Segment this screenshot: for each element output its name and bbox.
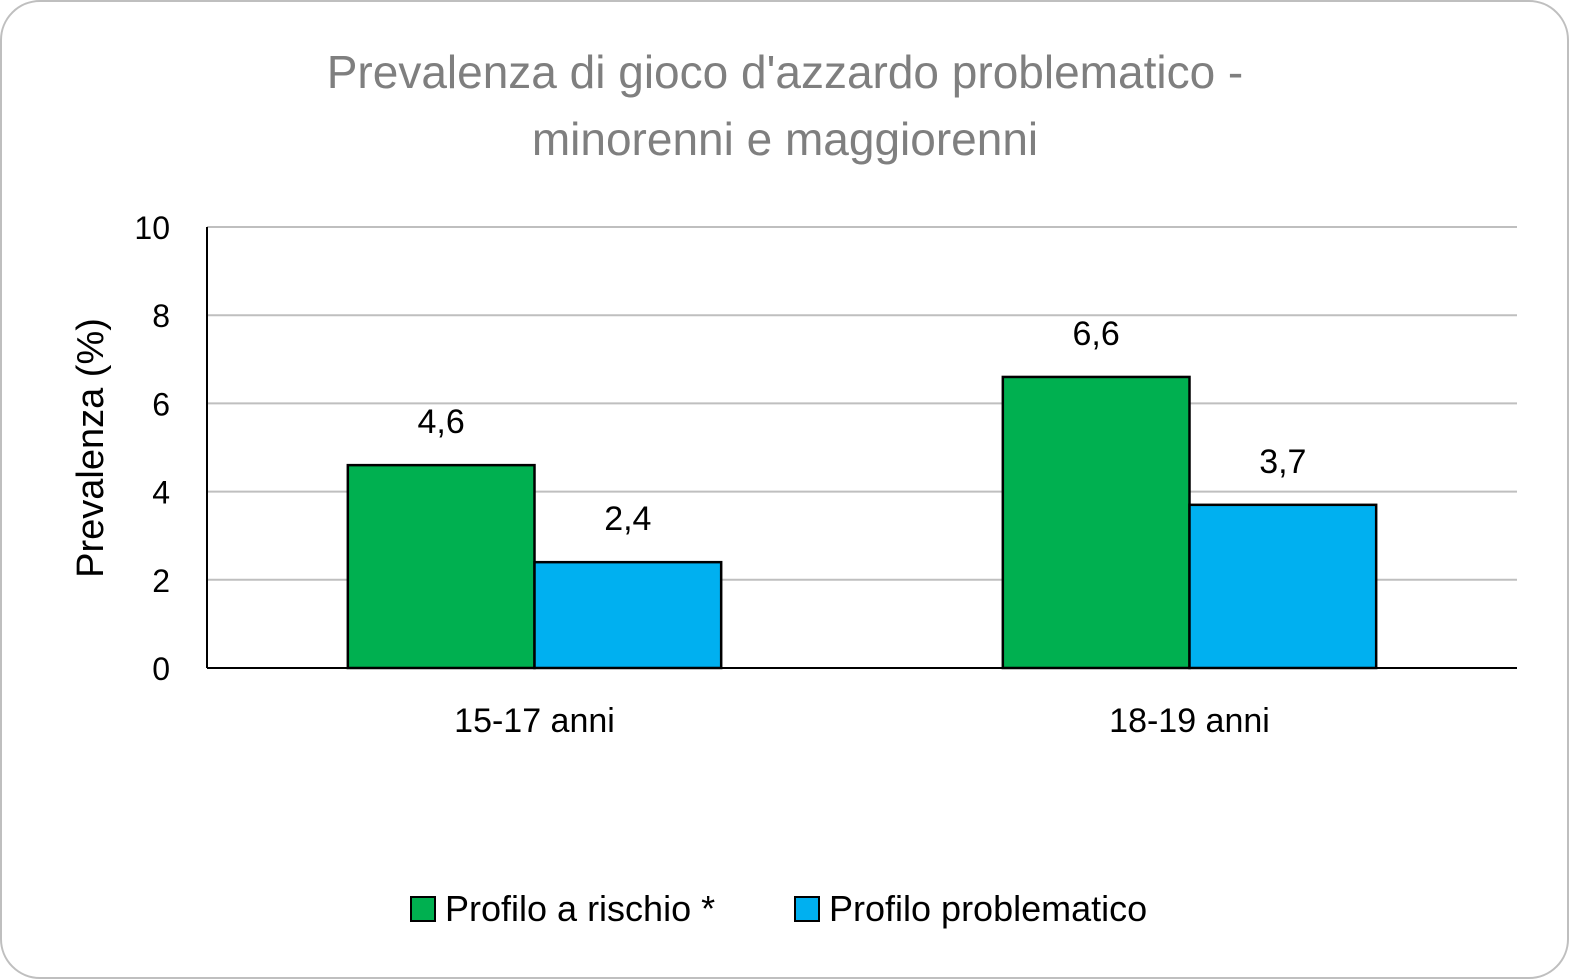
bar-1-1 bbox=[1188, 503, 1378, 670]
y-tick-label-4: 4 bbox=[152, 475, 170, 511]
y-tick-label-0: 0 bbox=[152, 651, 170, 687]
data-label-1-0: 6,6 bbox=[1073, 315, 1120, 353]
x-axis-categories: 15-17 anni 18-19 anni bbox=[454, 702, 1270, 740]
y-tick-label-10: 10 bbox=[134, 210, 170, 246]
data-label-0-0: 4,6 bbox=[418, 403, 465, 441]
legend-swatch-0 bbox=[410, 896, 436, 922]
chart-title-line-2: minorenni e maggiorenni bbox=[532, 113, 1038, 165]
bars bbox=[346, 375, 1378, 670]
bar-1-0 bbox=[1001, 375, 1191, 670]
chart-title-line-1: Prevalenza di gioco d'azzardo problemati… bbox=[327, 46, 1244, 98]
legend-label-1: Profilo problematico bbox=[829, 888, 1147, 929]
legend: Profilo a rischio * Profilo problematico bbox=[410, 888, 1147, 929]
data-labels: 4,6 2,4 6,6 3,7 bbox=[418, 315, 1307, 538]
y-tick-label-2: 2 bbox=[152, 563, 170, 599]
bar-0-1 bbox=[533, 560, 723, 670]
bar-0-0 bbox=[346, 463, 536, 670]
legend-swatch-1 bbox=[794, 896, 820, 922]
x-category-label-1: 18-19 anni bbox=[1109, 702, 1270, 740]
data-label-0-1: 2,4 bbox=[604, 500, 651, 538]
x-category-label-0: 15-17 anni bbox=[454, 702, 615, 740]
y-tick-label-6: 6 bbox=[152, 386, 170, 422]
legend-label-0: Profilo a rischio * bbox=[445, 888, 715, 929]
y-axis-ticks: 0 2 4 6 8 10 bbox=[134, 210, 170, 687]
y-tick-label-8: 8 bbox=[152, 298, 170, 334]
y-axis-label: Prevalenza (%) bbox=[70, 318, 112, 578]
axes bbox=[206, 227, 1517, 669]
data-label-1-1: 3,7 bbox=[1259, 443, 1306, 481]
